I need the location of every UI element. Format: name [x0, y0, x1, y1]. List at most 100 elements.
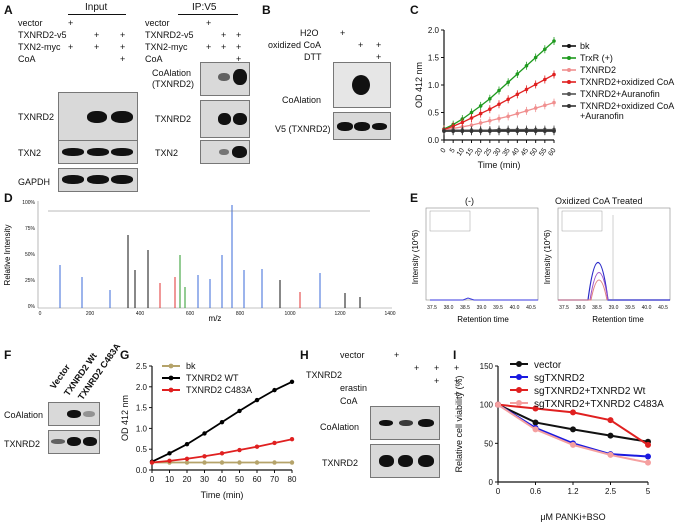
data-point [478, 111, 483, 116]
legend-marker [567, 68, 571, 72]
f-blot-label-txnrd2: TXNRD2 [4, 439, 41, 449]
data-point [515, 129, 520, 133]
f-blot-coalation [48, 402, 100, 426]
data-point [607, 432, 614, 439]
data-point [469, 116, 474, 120]
data-point [552, 129, 556, 133]
data-point [254, 397, 260, 403]
data-point [645, 453, 651, 460]
data-point [607, 417, 614, 424]
data-point [570, 441, 576, 448]
legend-label: TXNRD2 [580, 65, 616, 75]
e-left-xtick: 37.5 [427, 305, 437, 311]
legend-marker [168, 375, 174, 381]
panel-b-label: B [262, 3, 271, 17]
data-point [645, 441, 651, 448]
data-point [167, 451, 172, 456]
legend-marker [567, 104, 571, 108]
data-point [497, 88, 501, 93]
data-point [237, 447, 242, 453]
data-point [533, 129, 538, 133]
e-right-xtick: 39.5 [625, 305, 635, 311]
b-blot-label-coalation: CoAlation [282, 95, 322, 105]
panel-c-label: C [410, 3, 419, 17]
b-blot-coalation [333, 62, 391, 108]
e-xticks: 37.5 37.5 38.0 38.0 38.5 38.5 39.0 39.0 39.5 39.5… [427, 305, 668, 311]
x-tick-label: 20 [183, 475, 192, 484]
chart-i: 0 50 100 150 0 0.6 1.2 2.5 5 μM PANKi+BSO Relative… [454, 360, 664, 522]
e-right-xtick: 40.5 [658, 305, 668, 311]
b-row-h2o: H2O [300, 28, 319, 38]
data-point [460, 129, 465, 133]
x-tick-label: 10 [165, 475, 174, 484]
h-blot-txnrd2 [370, 444, 440, 478]
legend-label: TrxR (+) [580, 53, 613, 63]
data-point [524, 109, 529, 113]
ms-ylabel: Relative Intensity [3, 225, 12, 286]
a-row-txn2myc: TXN2-myc [18, 42, 61, 52]
data-point [570, 426, 576, 433]
x-tick-label: 40 [218, 475, 227, 484]
ms-xtick-label: 1000 [284, 311, 295, 317]
x-tick-label: 25 [483, 147, 493, 157]
a-ip-row-vector: vector [145, 18, 170, 28]
data-point [202, 454, 207, 459]
data-point [488, 107, 492, 111]
a-ip-row-txn2myc: TXN2-myc [145, 42, 188, 52]
plus-mark: + [120, 30, 126, 40]
data-point [184, 460, 190, 465]
data-point [469, 123, 474, 127]
legend-marker [516, 361, 522, 367]
plus-mark: + [414, 363, 420, 373]
e-right-xtick: 38.5 [592, 305, 602, 311]
data-point [645, 459, 651, 466]
data-point [149, 460, 155, 465]
legend-marker [567, 92, 571, 96]
data-point [515, 92, 520, 97]
panel-f-label: F [4, 348, 12, 362]
legend-label: +Auranofin [580, 111, 624, 121]
plus-mark: + [68, 18, 74, 28]
plus-mark: + [94, 42, 100, 52]
data-point [497, 102, 501, 107]
ms-xtick-label: 200 [86, 311, 95, 317]
ms-ytick-label: 0% [28, 304, 36, 310]
y-tick-label: 2.5 [136, 362, 148, 371]
a-ip-blot-label-txn2: TXN2 [155, 148, 179, 158]
data-point [202, 460, 207, 465]
x-tick-label: 55 [538, 147, 548, 157]
y-tick-label: 2.0 [136, 383, 148, 392]
legend-label: bk [186, 361, 196, 371]
plus-mark: + [434, 376, 440, 386]
plus-mark: + [454, 363, 460, 373]
y-tick-label: 0.0 [428, 136, 440, 145]
ms-xtick-label: 400 [136, 311, 145, 317]
data-point [219, 451, 225, 456]
plus-mark: + [94, 30, 100, 40]
ms-xtick-label: 600 [186, 311, 195, 317]
panel-d-label: D [4, 191, 13, 205]
ms-xtick-label: 0 [39, 311, 42, 317]
data-point [570, 409, 576, 416]
x-tick-label: 5 [449, 147, 457, 154]
ms-yticks: 100% 75% 50% 25% 0% [22, 200, 35, 310]
plus-mark: + [236, 42, 242, 52]
h-row-vector: vector [340, 350, 365, 360]
y-tick-label: 0.0 [136, 466, 148, 475]
chart-g: 0.0 0.5 1.0 1.5 2.0 2.5 0 10 20 30 40 50 60 70 80 Time … [120, 361, 297, 500]
y-tick-label: 100 [480, 401, 494, 410]
plus-mark: + [394, 350, 400, 360]
input-header: Input [85, 2, 108, 13]
legend-label: TXNRD2 C483A [186, 385, 252, 395]
data-point [533, 106, 538, 110]
ms-xtick-label: 1400 [384, 311, 395, 317]
plus-mark: + [68, 42, 74, 52]
a-input-blot-txn2 [58, 140, 138, 164]
panel-h-label: H [300, 348, 309, 362]
a-input-blot-txnrd2 [58, 92, 138, 144]
x-tick-label: 0 [150, 475, 155, 484]
legend-label: TXNRD2+oxidized CoA [580, 101, 674, 111]
plus-mark: + [206, 42, 212, 52]
data-point [533, 55, 538, 60]
e-left-axes [425, 207, 539, 301]
